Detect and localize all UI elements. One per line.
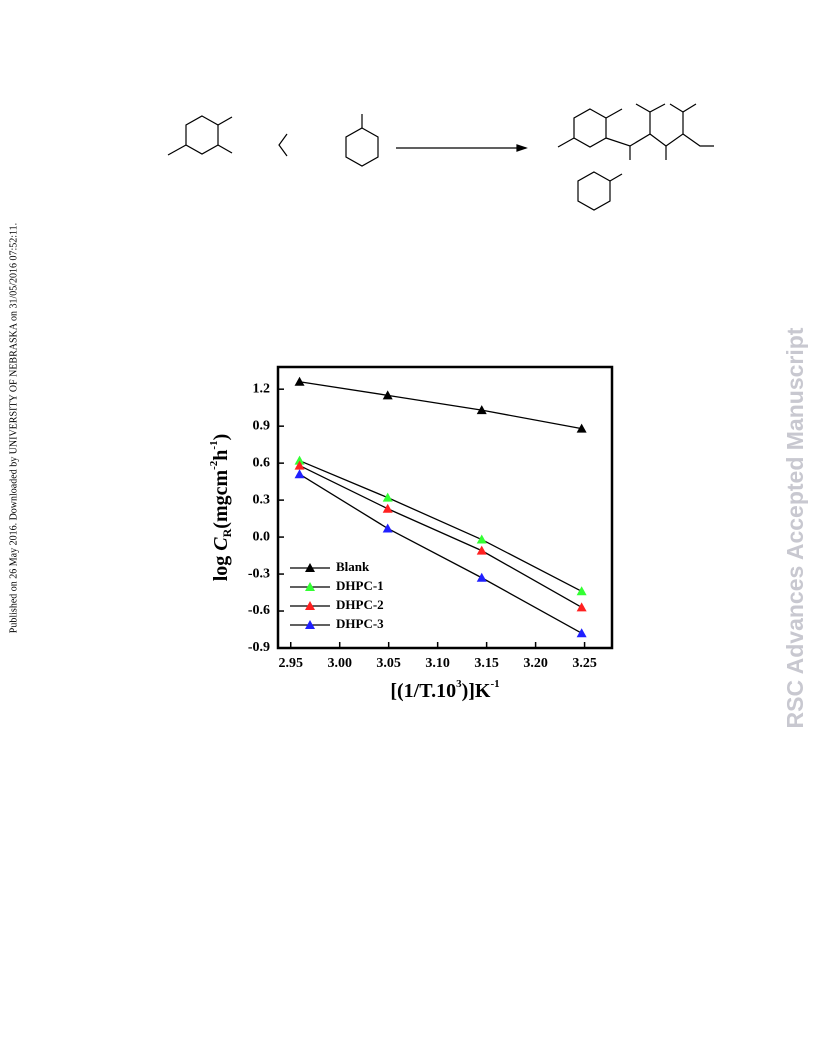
legend-label: DHPC-1 — [336, 578, 384, 593]
chart: 1.2 0.9 0.6 0.3 0.0 -0.3 -0.6 -0.9 2.95 3.00 3.05 3… — [208, 365, 614, 702]
y-tick-label: 0.6 — [253, 455, 271, 470]
watermark: RSC Advances Accepted Manuscript — [782, 327, 808, 728]
y-label-part: ) — [210, 434, 232, 441]
fit-line — [299, 381, 582, 430]
data-point — [382, 523, 393, 533]
legend-marker — [305, 620, 315, 629]
data-point — [382, 503, 393, 513]
legend-label: Blank — [336, 559, 370, 574]
fit-line — [299, 473, 582, 634]
y-label-part: h — [210, 450, 232, 461]
data-point — [382, 390, 393, 400]
x-tick-label: 3.25 — [572, 656, 597, 671]
data-point — [576, 602, 587, 612]
fit-line — [299, 460, 582, 592]
data-point — [576, 423, 587, 433]
y-label-part: (mgcm — [210, 470, 232, 529]
x-tick-label: 2.95 — [278, 656, 303, 671]
data-point — [382, 492, 393, 502]
y-label-part: -1 — [208, 440, 220, 449]
y-tick-label: 1.2 — [253, 381, 271, 396]
data-point — [476, 545, 487, 555]
y-label-part: log — [210, 551, 232, 582]
y-label-part: C — [210, 537, 232, 551]
data-point — [294, 455, 305, 465]
legend-label: DHPC-2 — [336, 597, 384, 612]
legend-marker — [305, 563, 315, 572]
data-point — [576, 586, 587, 596]
x-label-part: -1 — [490, 678, 499, 690]
x-tick-label: 3.15 — [474, 656, 499, 671]
x-axis-label: [(1/T.103)]K-1 — [390, 678, 499, 702]
y-label-part: R — [220, 528, 234, 537]
x-label-part: )]K — [462, 680, 491, 702]
data-point — [476, 534, 487, 544]
y-tick-label: 0.0 — [253, 529, 271, 544]
data-point — [476, 572, 487, 582]
data-point — [294, 376, 305, 386]
y-tick-label: 0.9 — [253, 418, 271, 433]
x-tick-label: 3.10 — [425, 656, 450, 671]
legend-marker — [305, 582, 315, 591]
x-tick-label: 3.20 — [523, 656, 548, 671]
x-label-part: [(1/T.10 — [390, 680, 456, 702]
y-tick-label: -0.9 — [248, 640, 270, 655]
reaction-scheme — [167, 103, 714, 211]
plot-frame — [276, 365, 614, 650]
data-point — [476, 405, 487, 415]
data-point — [294, 460, 305, 470]
fit-line — [299, 465, 582, 608]
data-point — [294, 469, 305, 479]
y-axis-label: log CR(mgcm-2h-1) — [208, 434, 234, 582]
legend-label: DHPC-3 — [336, 616, 384, 631]
side-note: Published on 26 May 2016. Downloaded by … — [8, 223, 19, 633]
data-point — [576, 628, 587, 638]
legend-marker — [305, 601, 315, 610]
x-tick-label: 3.05 — [376, 656, 401, 671]
x-label-part: 3 — [456, 678, 462, 690]
y-label-part: -2 — [208, 460, 220, 470]
x-tick-label: 3.00 — [327, 656, 352, 671]
y-tick-label: 0.3 — [253, 492, 271, 507]
y-tick-label: -0.3 — [248, 566, 270, 581]
y-tick-label: -0.6 — [248, 603, 270, 618]
